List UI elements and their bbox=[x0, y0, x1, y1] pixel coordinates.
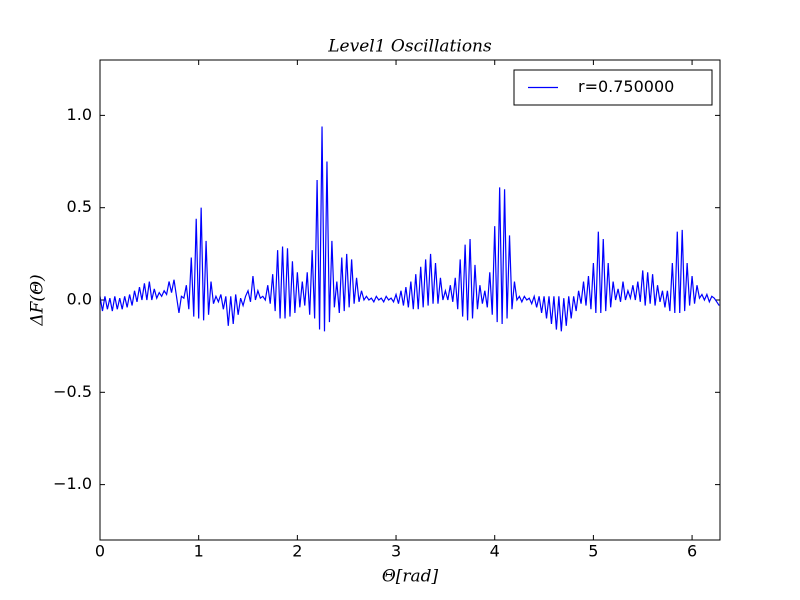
x-tick-label: 6 bbox=[687, 542, 697, 561]
y-tick-label: −1.0 bbox=[53, 474, 92, 493]
x-axis-label: Θ[rad] bbox=[382, 567, 439, 587]
x-tick-label: 3 bbox=[391, 542, 401, 561]
x-tick-label: 0 bbox=[95, 542, 105, 561]
data-line bbox=[99, 126, 720, 332]
x-tick-label: 4 bbox=[490, 542, 500, 561]
x-tick-label: 2 bbox=[292, 542, 302, 561]
y-tick-label: −0.5 bbox=[53, 382, 92, 401]
plot-frame bbox=[99, 59, 721, 541]
legend-label: r=0.750000 bbox=[578, 77, 674, 96]
chart-title: Level1 Oscillations bbox=[327, 37, 492, 57]
y-tick-label: 0.0 bbox=[67, 290, 92, 309]
y-tick-label: 1.0 bbox=[67, 105, 92, 124]
x-tick-label: 1 bbox=[194, 542, 204, 561]
x-tick-label: 5 bbox=[588, 542, 598, 561]
y-tick-label: 0.5 bbox=[67, 197, 92, 216]
y-axis-label: ΔF(Θ) bbox=[28, 274, 48, 326]
